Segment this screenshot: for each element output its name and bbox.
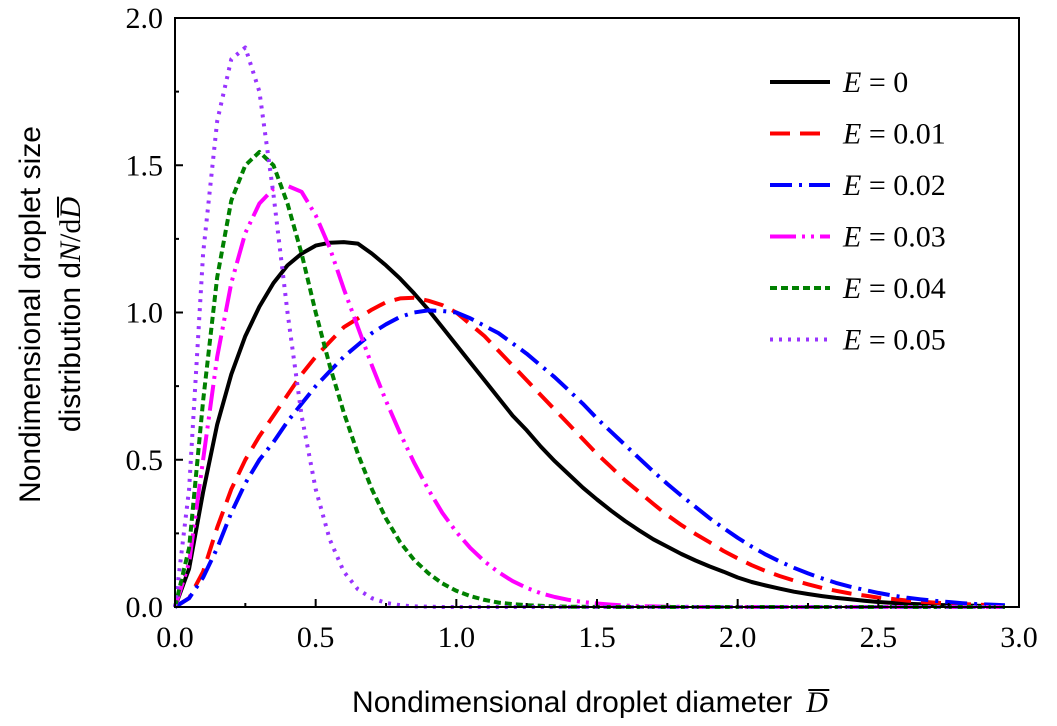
y-tick-label: 1.5: [126, 149, 164, 182]
legend-item: E = 0.01: [770, 118, 946, 151]
legend-item: E = 0.03: [770, 221, 946, 254]
series-line-2: [173, 308, 1005, 609]
legend-label: E = 0.01: [842, 118, 946, 151]
x-tick-label: 3.0: [1000, 621, 1038, 654]
y-axis-title-line1: Nondimensional droplet size: [14, 126, 47, 503]
x-tick-label: 0.5: [297, 621, 335, 654]
series-line-0: [173, 240, 1005, 609]
series-line-4: [173, 150, 1005, 609]
x-tick-label: 2.0: [719, 621, 757, 654]
y-tick-label: 0.5: [126, 444, 164, 477]
legend-item: E = 0.05: [770, 324, 946, 357]
x-tick-label: 2.5: [860, 621, 898, 654]
x-axis-title: Nondimensional droplet diameter D: [352, 686, 828, 719]
x-axis-ticks: 0.0 0.5 1.0 1.5 2.0 2.5 3.0: [156, 599, 1038, 654]
y-tick-label: 2.0: [126, 2, 164, 35]
legend-label: E = 0.03: [842, 221, 946, 254]
legend-label: E = 0.04: [842, 272, 946, 305]
series-line-1: [173, 295, 1005, 609]
plot-frame: [174, 17, 1020, 608]
y-axis-ticks: 0.0 0.5 1.0 1.5 2.0: [126, 2, 183, 624]
x-axis-symbol: D: [805, 686, 828, 719]
x-tick-label: 1.5: [578, 621, 616, 654]
legend-item: E = 0: [770, 66, 908, 99]
y-axis-title: Nondimensional droplet size distribution…: [14, 126, 87, 503]
y-axis-title-line2: distribution dN/dD: [54, 197, 87, 432]
legend: E = 0 E = 0.01 E = 0.02 E = 0.03 E = 0.04 E =…: [770, 66, 946, 357]
legend-label: E = 0.05: [842, 324, 946, 357]
y-tick-label: 0.0: [126, 591, 164, 624]
legend-item: E = 0.02: [770, 169, 946, 202]
x-tick-label: 0.0: [156, 621, 194, 654]
y-tick-label: 1.0: [126, 297, 164, 330]
x-tick-label: 1.0: [438, 621, 476, 654]
legend-item: E = 0.04: [770, 272, 946, 305]
legend-label: E = 0: [842, 66, 908, 99]
legend-label: E = 0.02: [842, 169, 946, 202]
